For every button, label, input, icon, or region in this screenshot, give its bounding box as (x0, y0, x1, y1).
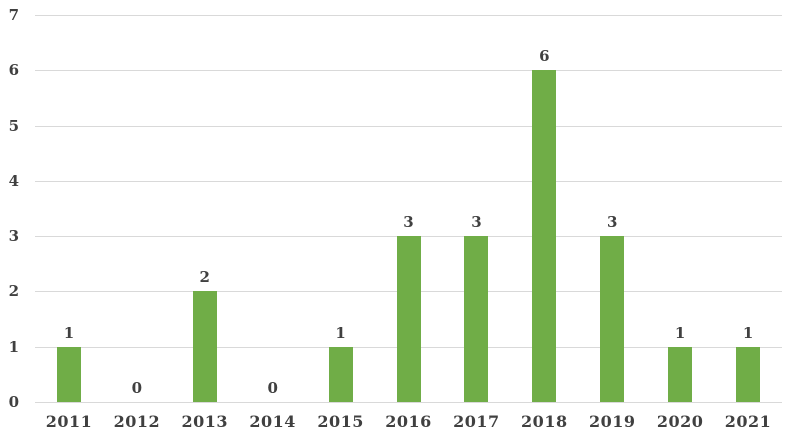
y-tick-label: 0 (8, 393, 19, 411)
y-tick-label: 1 (8, 337, 19, 356)
gridline (35, 70, 782, 72)
bar-value-label: 1 (742, 323, 754, 342)
bar-value-label: 3 (607, 213, 618, 232)
gridline (35, 15, 782, 16)
bar (192, 291, 217, 402)
bar (668, 346, 693, 402)
x-tick-label: 2011 (45, 412, 93, 431)
y-tick-label: 3 (8, 227, 19, 246)
bar-value-label: 0 (131, 379, 143, 397)
x-tick-label: 2012 (113, 412, 161, 431)
gridline (35, 125, 782, 127)
y-tick-label: 7 (8, 6, 19, 24)
x-tick-label: 2015 (317, 412, 364, 431)
bar-value-label: 6 (539, 47, 550, 66)
bar-value-label: 3 (471, 213, 482, 232)
x-tick-label: 2014 (249, 412, 296, 431)
bar (464, 236, 489, 402)
bar-value-label: 3 (403, 213, 414, 232)
bar-value-label: 1 (63, 323, 75, 342)
y-tick-label: 4 (8, 171, 19, 190)
y-tick-label: 6 (8, 61, 19, 80)
bar-value-label: 1 (674, 323, 686, 342)
gridline (35, 402, 782, 403)
y-tick-label: 5 (8, 116, 19, 135)
bar (600, 236, 625, 402)
bar (56, 346, 81, 402)
gridline (35, 180, 782, 182)
y-tick-label: 2 (8, 282, 19, 301)
x-tick-label: 2016 (385, 412, 432, 431)
bar-value-label: 0 (267, 379, 278, 397)
x-tick-label: 2020 (656, 412, 704, 431)
x-tick-label: 2018 (521, 412, 568, 431)
bar (328, 346, 353, 402)
bar-value-label: 2 (199, 268, 210, 287)
x-tick-label: 2017 (453, 412, 500, 431)
bar (396, 236, 421, 402)
bar-value-label: 1 (335, 323, 346, 342)
x-tick-label: 2019 (588, 412, 636, 431)
x-tick-label: 2013 (181, 412, 229, 431)
bar (532, 70, 557, 402)
bar (736, 346, 761, 402)
x-tick-label: 2021 (724, 412, 772, 431)
